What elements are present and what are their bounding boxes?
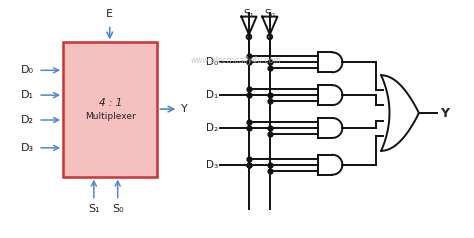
Text: Y: Y	[182, 104, 188, 114]
Bar	[63, 42, 157, 177]
Text: D₃: D₃	[21, 143, 34, 153]
Text: 4 : 1: 4 : 1	[99, 98, 122, 108]
Text: D₂: D₂	[21, 115, 34, 125]
Text: Y: Y	[440, 107, 449, 119]
Text: S₁: S₁	[244, 9, 255, 19]
Text: S₀: S₀	[112, 204, 124, 214]
Text: D₁: D₁	[206, 90, 218, 100]
Text: D₀: D₀	[21, 65, 34, 75]
Text: E: E	[106, 9, 113, 19]
Text: S₀: S₀	[264, 9, 275, 19]
Text: D₂: D₂	[206, 123, 218, 133]
Text: D₀: D₀	[206, 57, 218, 67]
Text: Multiplexer: Multiplexer	[85, 112, 136, 121]
Text: D₁: D₁	[21, 90, 34, 100]
Text: www.electrically4u.com: www.electrically4u.com	[190, 56, 281, 65]
Text: D₃: D₃	[206, 160, 218, 170]
Text: S₁: S₁	[88, 204, 100, 214]
